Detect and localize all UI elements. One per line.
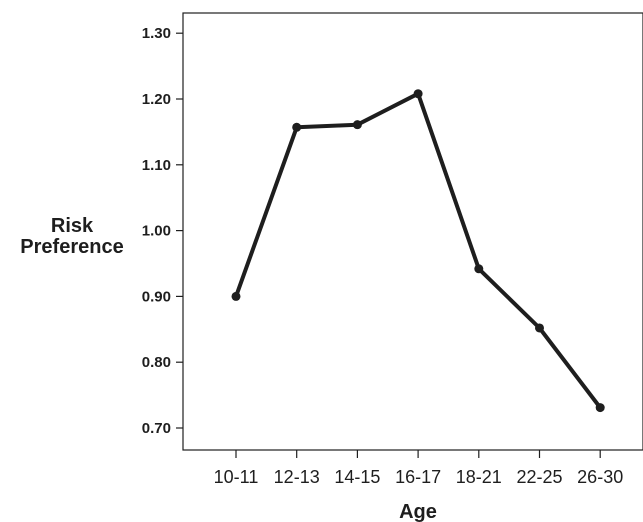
- x-axis-ticks: 10-11 12-13 14-15 16-17 18-21 22-25 26-30: [214, 450, 623, 487]
- x-tick-label: 16-17: [395, 467, 441, 487]
- data-point: [292, 122, 302, 132]
- data-point: [595, 403, 605, 413]
- y-tick-label: 1.20: [142, 91, 171, 108]
- x-tick-label: 12-13: [274, 467, 320, 487]
- plot-frame: [182, 12, 643, 451]
- y-tick-label: 0.90: [142, 288, 171, 305]
- y-axis-ticks: 0.70 0.80 0.90 1.00 1.10 1.20 1.30: [142, 25, 183, 437]
- x-tick-label: 18-21: [456, 467, 502, 487]
- series-layer: [231, 89, 605, 413]
- y-axis-title-line-1: Risk: [51, 215, 94, 237]
- data-point: [352, 120, 362, 130]
- y-tick-label: 0.80: [142, 354, 171, 371]
- x-tick-label: 22-25: [516, 467, 562, 487]
- x-tick-label: 10-11: [214, 467, 259, 487]
- series-line: [234, 91, 603, 410]
- y-axis-title-line-2: Preference: [20, 236, 123, 258]
- y-tick-label: 1.00: [142, 223, 171, 240]
- data-point: [474, 264, 484, 274]
- y-tick-label: 0.70: [142, 420, 171, 437]
- x-tick-label: 14-15: [334, 467, 380, 487]
- y-tick-label: 1.30: [142, 25, 171, 42]
- data-point: [535, 323, 544, 333]
- y-tick-label: 1.10: [142, 157, 171, 174]
- data-point: [231, 291, 241, 301]
- data-point: [413, 89, 423, 99]
- x-tick-label: 26-30: [577, 467, 623, 487]
- x-axis-title: Age: [399, 501, 437, 522]
